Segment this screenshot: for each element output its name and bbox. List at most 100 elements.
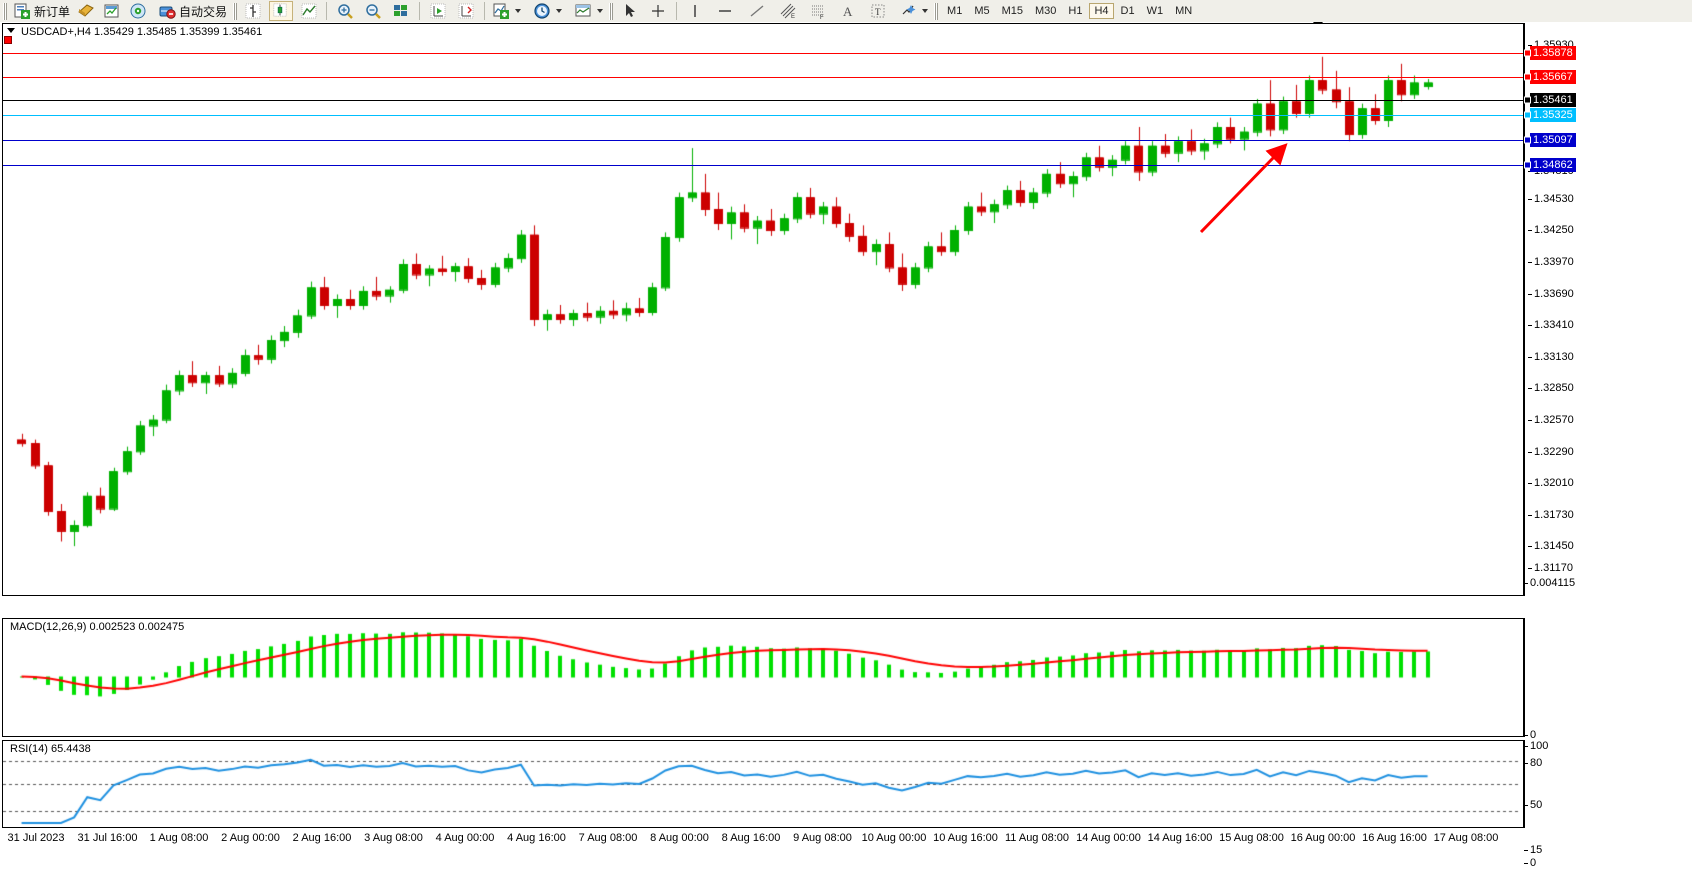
price-label-cyan-level[interactable]: 1.35325 [1524,108,1576,122]
time-tick: 7 Aug 08:00 [578,832,638,844]
bar-chart-icon[interactable] [244,2,262,20]
objects-dropdown-caret[interactable] [922,9,929,13]
price-tick: 1.33130 [1528,351,1574,363]
toolbar-separator-3 [484,2,486,20]
templates-dropdown-caret[interactable] [597,9,604,13]
macd-canvas [3,619,1521,734]
level-line-resistance-2[interactable] [3,53,1523,54]
scroll-end-icon[interactable] [429,2,447,20]
time-tick: 14 Aug 00:00 [1076,832,1141,844]
horizontal-line-icon[interactable] [716,2,734,20]
new-order-button[interactable]: 新订单 [10,1,73,21]
macd-pane[interactable]: MACD(12,26,9) 0.002523 0.002475 [2,618,1524,737]
period-button[interactable] [530,1,565,21]
text-icon[interactable]: A [839,2,857,20]
price-label-last-price[interactable]: 1.35461 [1524,93,1576,107]
level-line-support-2[interactable] [3,165,1523,166]
level-line-cyan-level[interactable] [3,115,1523,116]
timeframe-m5[interactable]: M5 [974,5,990,17]
time-tick: 9 Aug 08:00 [793,832,852,844]
objects-button[interactable] [896,1,931,21]
level-line-resistance-1[interactable] [3,77,1523,78]
price-axis[interactable]: 1.359301.348101.345301.342501.339701.336… [1523,23,1692,869]
period-icon [533,2,551,20]
indicators-button[interactable] [489,1,524,21]
rsi-axis-100: 100 [1523,740,1549,752]
level-handle[interactable] [1524,136,1531,144]
line-chart-icon[interactable] [300,2,318,20]
trendline-icon[interactable] [748,2,766,20]
timeframe-d1[interactable]: D1 [1120,5,1135,17]
timeframe-m1[interactable]: M1 [947,5,963,17]
rsi-pane[interactable]: RSI(14) 65.4438 [2,740,1524,828]
ea-icon[interactable] [77,2,95,20]
price-tick: 1.31730 [1528,509,1574,521]
price-tick: 1.31450 [1528,540,1574,552]
level-handle[interactable] [1524,161,1531,169]
toolbar-separator-2 [419,2,421,20]
text-label-icon[interactable]: T [869,2,887,20]
time-tick: 4 Aug 00:00 [435,832,495,844]
rsi-axis-80: 80 [1523,757,1543,769]
vertical-line-icon[interactable] [686,2,704,20]
level-line-last-price[interactable] [3,100,1523,101]
timeframe-m30[interactable]: M30 [1035,5,1057,17]
crosshair-icon[interactable] [649,2,667,20]
equidistant-channel-icon[interactable]: E [779,2,797,20]
time-tick: 4 Aug 16:00 [507,832,566,844]
period-dropdown-caret[interactable] [556,9,563,13]
price-tick: 1.32850 [1528,382,1574,394]
rsi-axis-0: 0 [1523,857,1537,869]
toolbar-separator-4 [676,2,678,20]
level-handle[interactable] [1524,73,1531,81]
objects-icon [899,2,917,20]
level-handle[interactable] [1524,111,1531,119]
level-handle[interactable] [1524,49,1531,57]
market-watch-icon[interactable] [103,2,121,20]
price-tick: 1.33970 [1528,256,1574,268]
indicators-dropdown-caret[interactable] [515,9,522,13]
timeframe-w1[interactable]: W1 [1146,5,1164,17]
templates-button[interactable] [571,1,606,21]
level-line-support-1[interactable] [3,140,1523,141]
chart-shift-icon[interactable] [457,2,475,20]
svg-text:E: E [791,14,795,20]
toolbar-separator [326,2,328,20]
toolbar-grip-2[interactable] [233,2,238,20]
svg-text:T: T [875,7,881,17]
timeframe-m15[interactable]: M15 [1001,5,1023,17]
time-tick: 14 Aug 16:00 [1147,832,1213,844]
rsi-axis-50: 50 [1523,799,1543,811]
autotrading-icon [158,2,176,20]
price-tick: 1.31170 [1528,562,1573,574]
level-handle[interactable] [1524,96,1531,104]
price-label-resistance-2[interactable]: 1.35878 [1524,46,1576,60]
navigator-icon[interactable] [129,2,147,20]
toolbar-grip-3[interactable] [609,2,614,20]
time-tick: 3 Aug 08:00 [364,832,423,844]
chart-area[interactable]: USDCAD+,H4 1.35429 1.35485 1.35399 1.354… [0,22,1692,869]
price-label-resistance-1[interactable]: 1.35667 [1524,70,1576,84]
rsi-canvas [3,741,1521,825]
candlestick-chart-icon[interactable] [269,1,294,21]
time-tick: 17 Aug 08:00 [1433,832,1499,844]
data-window-icon[interactable] [392,2,410,20]
time-axis[interactable]: 31 Jul 2023 31 Jul 16:00 1 Aug 08:00 2 Aug … [2,830,1524,848]
timeframe-mn[interactable]: MN [1175,5,1193,17]
timeframe-h4[interactable]: H4 [1089,3,1114,19]
price-pane[interactable]: USDCAD+,H4 1.35429 1.35485 1.35399 1.354… [2,23,1524,596]
time-tick: 1 Aug 08:00 [149,832,209,844]
toolbar-grip[interactable] [3,2,7,20]
fibonacci-icon[interactable]: F [809,2,827,21]
timeframe-h1[interactable]: H1 [1068,5,1083,17]
zoom-in-icon[interactable] [336,2,354,20]
price-label-support-1[interactable]: 1.35097 [1524,133,1576,147]
macd-axis-bottom: 0 [1523,729,1537,741]
rsi-axis-15: 15 [1523,844,1543,856]
zoom-out-icon[interactable] [364,2,382,20]
toolbar-grip-4[interactable] [934,2,939,20]
price-label-support-2[interactable]: 1.34862 [1524,158,1576,172]
price-canvas [3,24,1521,593]
cursor-icon[interactable] [621,2,639,20]
autotrading-button[interactable]: 自动交易 [155,1,230,21]
